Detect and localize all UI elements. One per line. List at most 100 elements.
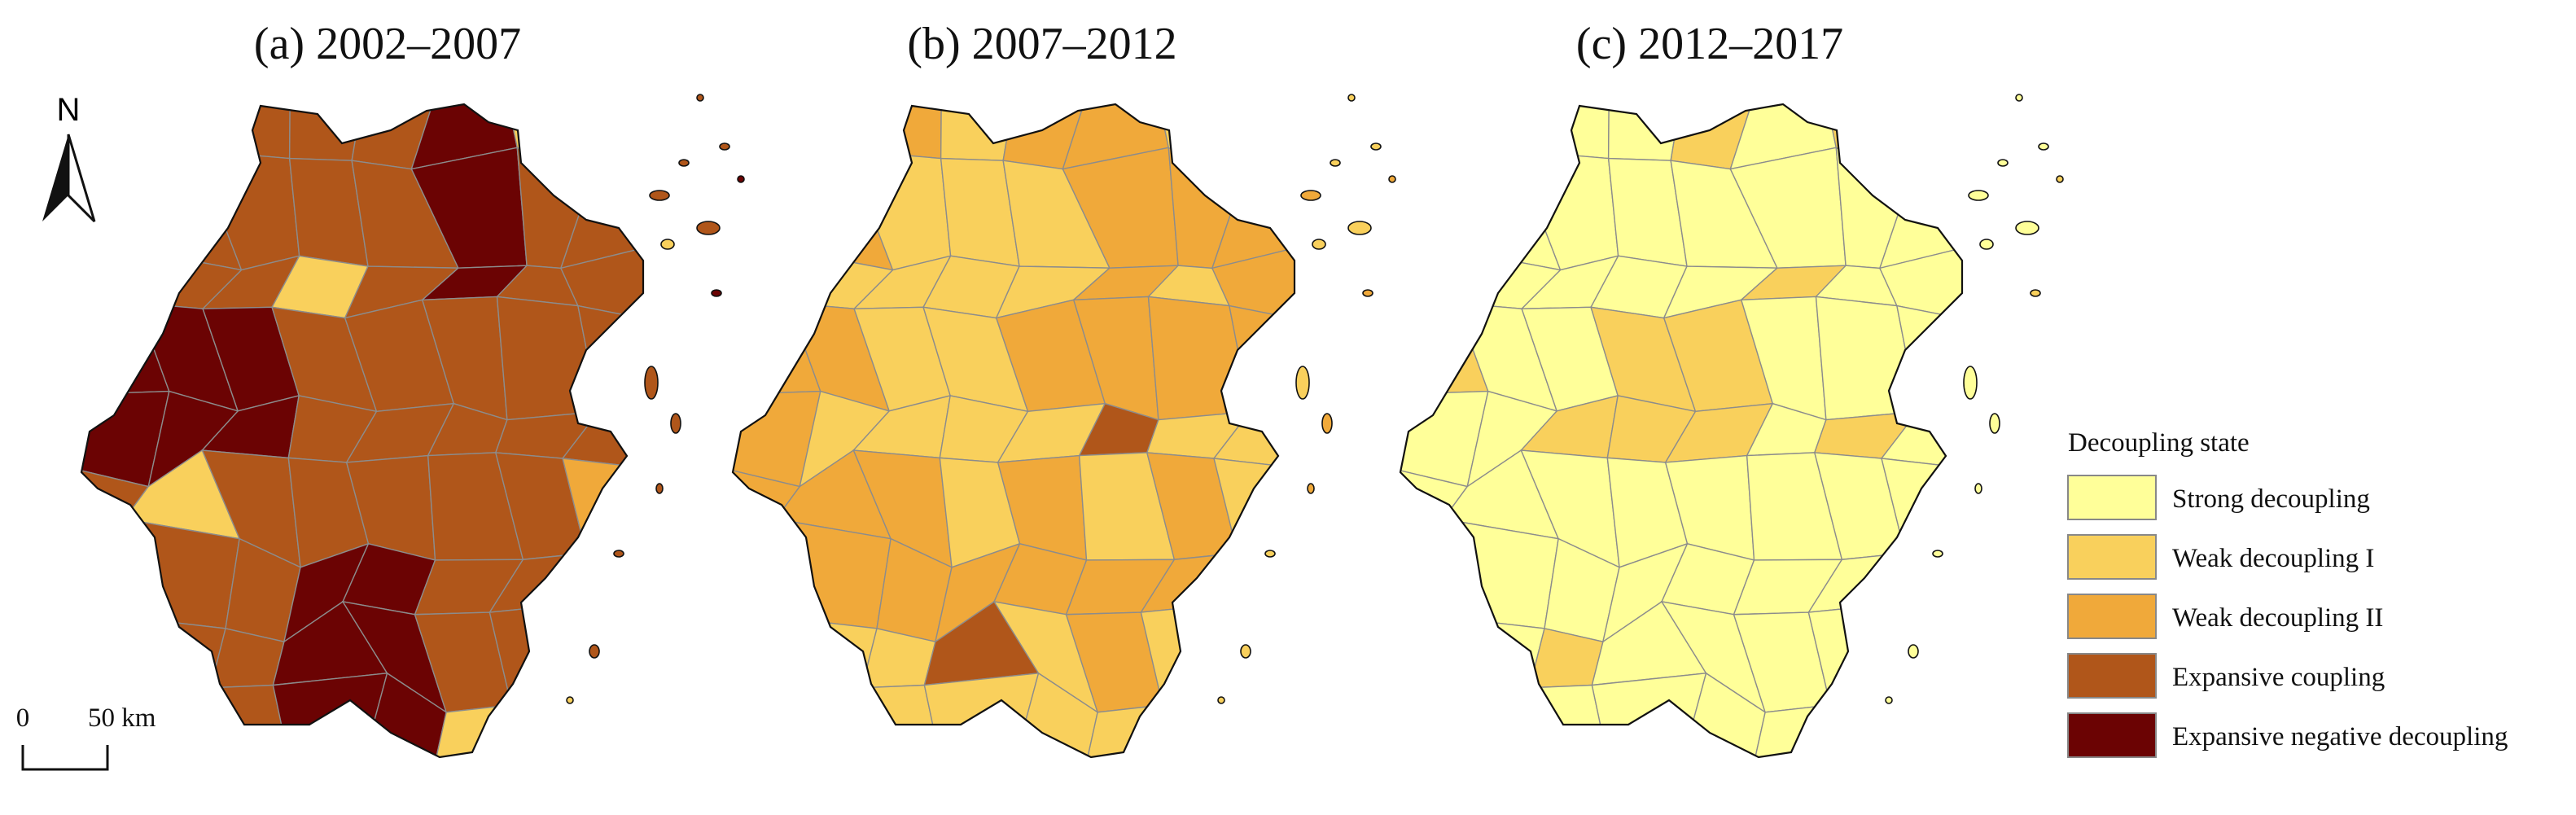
region <box>1211 245 1295 322</box>
region <box>1897 104 1962 191</box>
region <box>1897 690 1962 757</box>
island <box>1217 696 1225 704</box>
region <box>1514 104 1610 160</box>
island <box>655 483 664 494</box>
island <box>1370 142 1382 151</box>
region <box>1883 541 1962 618</box>
region <box>564 603 643 703</box>
island <box>1347 221 1372 235</box>
region <box>81 245 163 322</box>
region <box>1591 673 1707 757</box>
region <box>940 104 1014 161</box>
region <box>1400 616 1477 692</box>
region <box>288 104 363 161</box>
region <box>81 616 158 692</box>
island <box>1264 550 1276 558</box>
region <box>81 104 147 173</box>
region <box>1825 700 1907 757</box>
island <box>1885 696 1893 704</box>
island <box>589 644 600 659</box>
island <box>1932 550 1943 558</box>
scale-bar: 0 50 km <box>16 703 156 771</box>
province-outline <box>731 103 1296 759</box>
legend-swatch <box>2067 594 2157 639</box>
island <box>613 550 624 558</box>
region <box>123 518 240 629</box>
province-outline <box>80 103 645 759</box>
legend-label: Expansive coupling <box>2172 663 2385 692</box>
map-panel <box>80 94 745 759</box>
region <box>1216 603 1295 703</box>
island <box>1330 159 1341 167</box>
regions <box>733 104 1295 757</box>
region <box>1456 149 1562 271</box>
legend-label: Weak decoupling I <box>2172 544 2374 573</box>
island <box>678 159 690 167</box>
island <box>2030 289 2041 297</box>
region <box>272 673 388 757</box>
legend-swatch <box>2067 653 2157 699</box>
island <box>1979 239 1994 250</box>
region <box>774 518 892 629</box>
map-panel <box>1399 94 2064 759</box>
arrow-left <box>42 134 68 221</box>
island <box>1295 366 1310 400</box>
region <box>1229 690 1295 757</box>
region <box>564 541 643 618</box>
legend-swatch <box>2067 475 2157 520</box>
panel-title: (b) 2007–2012 <box>907 19 1176 69</box>
legend-label: Strong decoupling <box>2172 484 2370 514</box>
map-panel <box>731 94 1396 759</box>
legend-swatch <box>2067 712 2157 758</box>
region <box>771 620 878 689</box>
legend-label: Weak decoupling II <box>2172 603 2383 633</box>
region <box>733 668 798 757</box>
island <box>1963 366 1978 400</box>
region <box>1216 541 1295 618</box>
region <box>733 518 809 621</box>
region <box>1400 668 1465 757</box>
scale-start: 0 <box>16 703 30 733</box>
region <box>771 668 870 757</box>
region <box>733 245 814 322</box>
region <box>1439 620 1545 689</box>
island <box>1240 644 1251 659</box>
region <box>788 104 870 151</box>
arrow-right <box>67 134 96 223</box>
island <box>660 239 675 250</box>
scale-line <box>21 745 109 771</box>
region <box>1883 603 1962 703</box>
map-panels <box>80 94 2064 759</box>
region <box>1456 104 1538 151</box>
island <box>2038 142 2049 151</box>
region <box>923 673 1040 757</box>
region <box>1229 104 1295 191</box>
region <box>733 104 798 173</box>
island <box>644 366 659 400</box>
region <box>1400 245 1482 322</box>
regions <box>1400 104 1962 757</box>
island <box>1321 413 1333 434</box>
region <box>506 700 588 757</box>
island <box>1997 159 2009 167</box>
region <box>733 149 814 256</box>
region <box>81 518 158 621</box>
region <box>1607 104 1682 161</box>
island <box>2056 175 2064 183</box>
region <box>1400 149 1482 256</box>
region <box>1400 104 1465 173</box>
legend: Decoupling state Strong decoupling Weak d… <box>2067 428 2508 758</box>
panel-title: (c) 2012–2017 <box>1576 19 1843 69</box>
island <box>1312 239 1326 250</box>
region <box>578 690 643 757</box>
island <box>711 289 722 297</box>
region <box>846 104 942 160</box>
scale-end: 50 km <box>88 703 156 733</box>
island <box>1307 483 1315 494</box>
region <box>137 104 219 151</box>
region <box>578 104 643 191</box>
region <box>137 149 243 271</box>
region <box>559 245 643 322</box>
north-arrow: N <box>42 92 96 223</box>
region <box>1157 700 1239 757</box>
